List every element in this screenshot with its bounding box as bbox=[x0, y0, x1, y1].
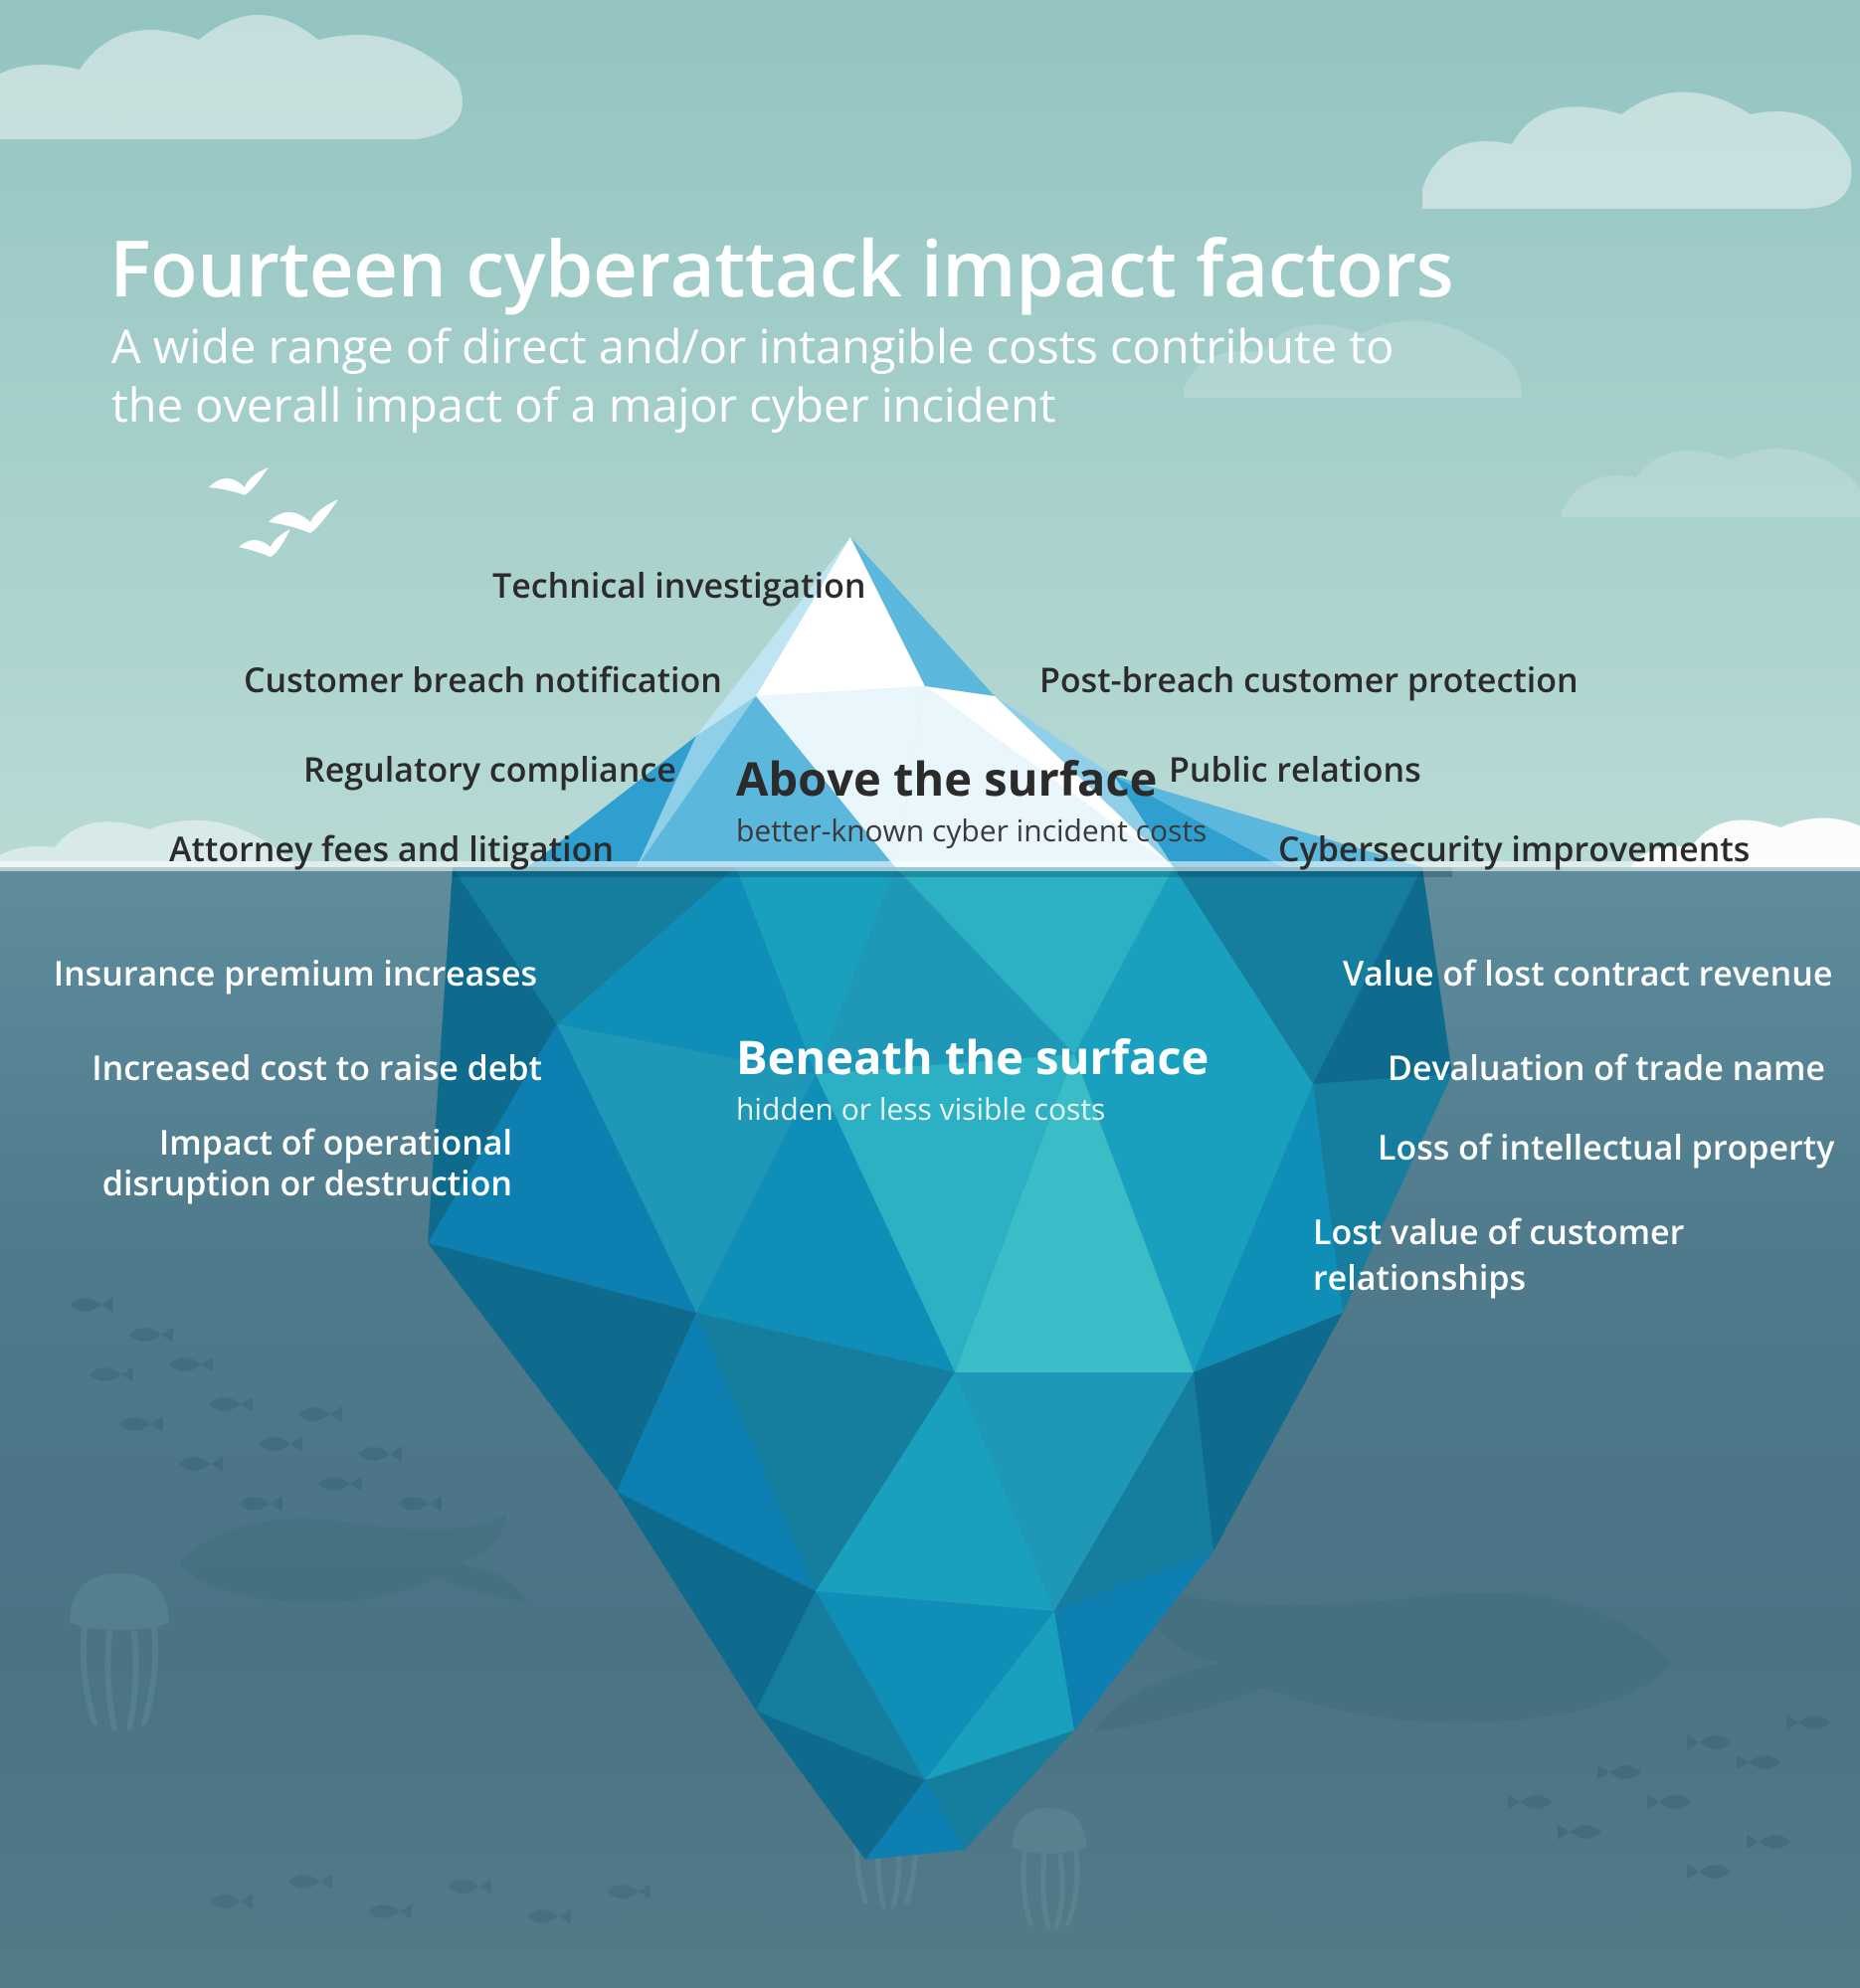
factor-loss-ip: Loss of intellectual property bbox=[1378, 1124, 1834, 1170]
factor-lost-customer-value: Lost value of customer relationships bbox=[1313, 1208, 1860, 1300]
cloud-icon bbox=[1402, 60, 1860, 229]
jellyfish-icon bbox=[1005, 1802, 1094, 1931]
section-beneath-label: Beneath the surface hidden or less visib… bbox=[736, 1024, 1209, 1129]
factor-insurance-premium: Insurance premium increases bbox=[54, 950, 537, 995]
factor-cost-to-raise-debt: Increased cost to raise debt bbox=[92, 1044, 542, 1090]
whale-icon bbox=[1054, 1543, 1691, 1762]
factor-cybersecurity-improvements: Cybersecurity improvements bbox=[1278, 825, 1750, 871]
factor-customer-breach-notification: Customer breach notification bbox=[244, 656, 722, 702]
cloud-icon bbox=[0, 0, 477, 169]
jellyfish-icon bbox=[60, 1563, 179, 1732]
infographic-canvas: Fourteen cyberattack impact factors A wi… bbox=[0, 0, 1860, 1988]
factor-lost-contract-revenue: Value of lost contract revenue bbox=[1343, 950, 1832, 995]
factor-post-breach-protection: Post-breach customer protection bbox=[1039, 656, 1579, 702]
page-title: Fourteen cyberattack impact factors bbox=[109, 214, 1453, 319]
section-above-label: Above the surface better-known cyber inc… bbox=[736, 746, 1207, 850]
jellyfish-icon bbox=[836, 1762, 935, 1911]
cloud-icon bbox=[1552, 418, 1860, 537]
whale-icon bbox=[159, 1484, 537, 1623]
section-beneath-title: Beneath the surface bbox=[736, 1024, 1209, 1088]
section-above-caption: better-known cyber incident costs bbox=[736, 810, 1207, 850]
factor-devaluation-trade-name: Devaluation of trade name bbox=[1388, 1044, 1825, 1090]
factor-operational-disruption: Impact of operational disruption or dest… bbox=[102, 1122, 512, 1203]
fish-school-icon bbox=[756, 1305, 1015, 1464]
page-subtitle: A wide range of direct and/or intangible… bbox=[111, 316, 1394, 434]
fish-school-icon bbox=[199, 1862, 696, 1971]
section-beneath-caption: hidden or less visible costs bbox=[736, 1088, 1209, 1129]
factor-attorney-fees: Attorney fees and litigation bbox=[169, 825, 614, 871]
factor-public-relations: Public relations bbox=[1169, 746, 1421, 792]
birds-icon bbox=[199, 467, 368, 577]
section-above-title: Above the surface bbox=[736, 746, 1207, 810]
factor-technical-investigation: Technical investigation bbox=[492, 562, 865, 608]
factor-regulatory-compliance: Regulatory compliance bbox=[303, 746, 676, 792]
